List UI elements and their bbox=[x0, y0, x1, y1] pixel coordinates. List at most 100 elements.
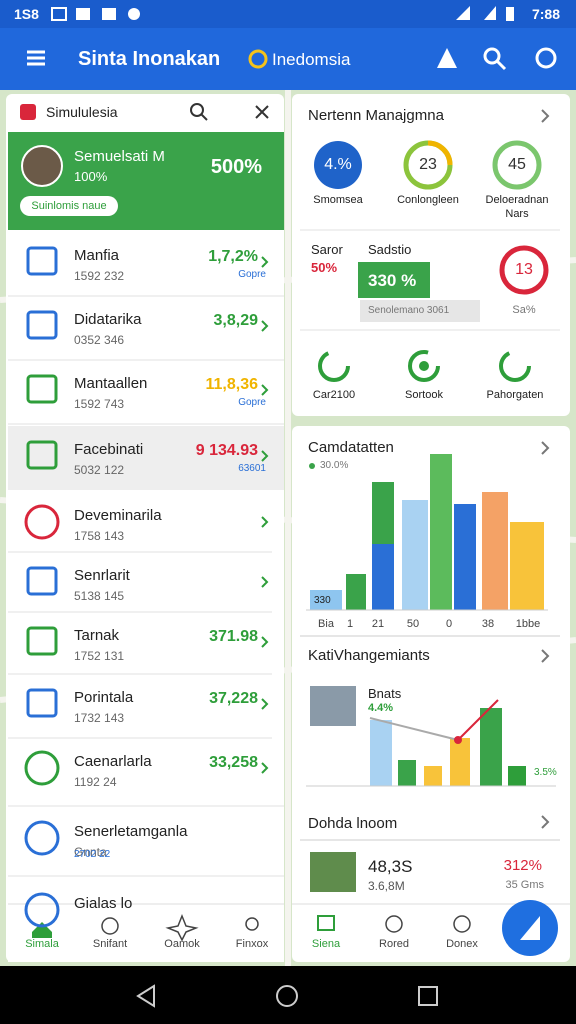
item-sub: 1592 232 bbox=[74, 269, 125, 283]
item-title[interactable]: Manfia bbox=[74, 247, 120, 264]
ring-value: 4.% bbox=[324, 156, 352, 173]
item-icon bbox=[24, 820, 60, 856]
summary-sub: 3.6,8M bbox=[368, 879, 405, 893]
analytics-card bbox=[450, 738, 470, 786]
analytics-card bbox=[292, 426, 570, 962]
nav-label[interactable]: Oamok bbox=[164, 938, 200, 950]
x-label: 38 bbox=[481, 618, 495, 630]
chevron bbox=[261, 762, 269, 774]
item-title[interactable]: Senerletamganla bbox=[74, 823, 188, 840]
app-bar bbox=[0, 0, 576, 28]
management-card bbox=[292, 94, 570, 416]
nav-label[interactable]: Finxox bbox=[235, 938, 269, 950]
analytics-card bbox=[372, 544, 394, 610]
analytics-card bbox=[385, 915, 403, 933]
analytics-card bbox=[372, 482, 394, 544]
chevron bbox=[261, 450, 269, 462]
item-value: 9 134.93 bbox=[195, 442, 258, 459]
management-card bbox=[314, 141, 362, 189]
progress-note: Senolemano 3061 bbox=[368, 305, 450, 316]
left-panel bbox=[101, 917, 119, 935]
management-card bbox=[358, 262, 430, 298]
chevron bbox=[261, 384, 269, 396]
ring-label: Sa% bbox=[512, 304, 536, 316]
left-panel bbox=[6, 94, 284, 962]
nav-label[interactable]: Simala bbox=[25, 938, 59, 950]
item-title[interactable]: Porintala bbox=[74, 689, 134, 706]
item-sub: 0352 346 bbox=[74, 333, 125, 347]
summary-change: 312% bbox=[503, 857, 542, 874]
analytics-card bbox=[370, 720, 392, 786]
x-label: 1 bbox=[346, 618, 354, 630]
item-icon bbox=[24, 892, 60, 928]
item-icon bbox=[24, 504, 60, 540]
analytics-card bbox=[508, 766, 526, 786]
item-title[interactable]: Tarnak bbox=[74, 627, 120, 644]
item-title[interactable]: Deveminarila bbox=[74, 507, 162, 524]
card-title: Camdatatten bbox=[308, 439, 394, 456]
analytics-card bbox=[300, 609, 560, 637]
item-title[interactable]: Mantaallen bbox=[74, 375, 148, 392]
analytics-card bbox=[310, 852, 356, 892]
ring-value: 13 bbox=[515, 261, 533, 278]
profile-value: 500% bbox=[210, 156, 262, 178]
item-icon bbox=[26, 310, 58, 340]
management-card bbox=[300, 229, 560, 331]
app-bar bbox=[102, 8, 116, 20]
left-panel bbox=[8, 295, 284, 877]
card-title: Dohda lnoom bbox=[308, 815, 398, 832]
item-title[interactable]: Senrlarit bbox=[74, 567, 130, 584]
left-panel bbox=[20, 196, 118, 216]
location[interactable]: Inedomsia bbox=[272, 50, 351, 69]
chevron bbox=[261, 576, 269, 588]
app-bar bbox=[27, 50, 45, 66]
management-card bbox=[427, 140, 453, 166]
management-card bbox=[419, 361, 429, 371]
item-title[interactable]: Facebinati bbox=[74, 441, 144, 458]
left-panel bbox=[245, 917, 259, 931]
item-title[interactable]: Caenarlarla bbox=[74, 753, 152, 770]
nav-label[interactable]: Snifant bbox=[92, 938, 128, 950]
analytics-card bbox=[402, 500, 428, 610]
analytics-card bbox=[310, 590, 342, 610]
ring-value: 45 bbox=[508, 156, 526, 173]
status-time: 1S8 bbox=[14, 6, 39, 22]
nav-label[interactable]: Rored bbox=[379, 938, 409, 950]
analytics-card bbox=[454, 504, 476, 610]
app-bar bbox=[0, 0, 576, 90]
item-sub: 5032 122 bbox=[74, 463, 125, 477]
action-label[interactable]: Car2100 bbox=[312, 389, 356, 401]
analytics-card bbox=[424, 766, 442, 786]
nav-label[interactable]: Donex bbox=[446, 938, 478, 950]
app-bar bbox=[51, 7, 67, 21]
item-icon bbox=[26, 566, 58, 596]
nav-label[interactable]: Siena bbox=[311, 938, 341, 950]
ring-label: Deloeradnan Nars bbox=[485, 194, 549, 221]
app-bar bbox=[495, 59, 507, 71]
trend-end-label: 3.5% bbox=[534, 767, 557, 778]
item-value: 11,8,36 bbox=[205, 376, 259, 393]
system-nav-bar bbox=[418, 986, 438, 1006]
analytics-card bbox=[520, 916, 540, 940]
analytics-card bbox=[482, 492, 508, 610]
item-note: 63601 bbox=[238, 463, 266, 474]
profile-sub: 100% bbox=[74, 169, 108, 184]
analytics-card bbox=[457, 699, 499, 741]
analytics-card bbox=[310, 686, 356, 726]
analytics-card bbox=[317, 915, 335, 931]
item-icon bbox=[26, 374, 58, 404]
chevron bbox=[261, 516, 269, 528]
x-label: 0 bbox=[445, 618, 453, 630]
item-note: Gopre bbox=[238, 269, 266, 280]
action-label[interactable]: Sortook bbox=[405, 389, 443, 401]
x-label: Bia bbox=[318, 618, 334, 630]
item-title[interactable]: Gialas lo bbox=[74, 895, 133, 912]
profile-button[interactable]: Suinlomis naue bbox=[31, 200, 107, 212]
progress-label: Sadstio bbox=[368, 242, 412, 257]
app-title: Sinta Inonakan bbox=[78, 48, 221, 70]
analytics-card bbox=[346, 574, 366, 610]
chevron bbox=[261, 636, 269, 648]
action-label[interactable]: Pahorgaten bbox=[486, 389, 544, 401]
item-title[interactable]: Didatarika bbox=[74, 311, 142, 328]
x-label: 1bbe bbox=[515, 618, 541, 630]
